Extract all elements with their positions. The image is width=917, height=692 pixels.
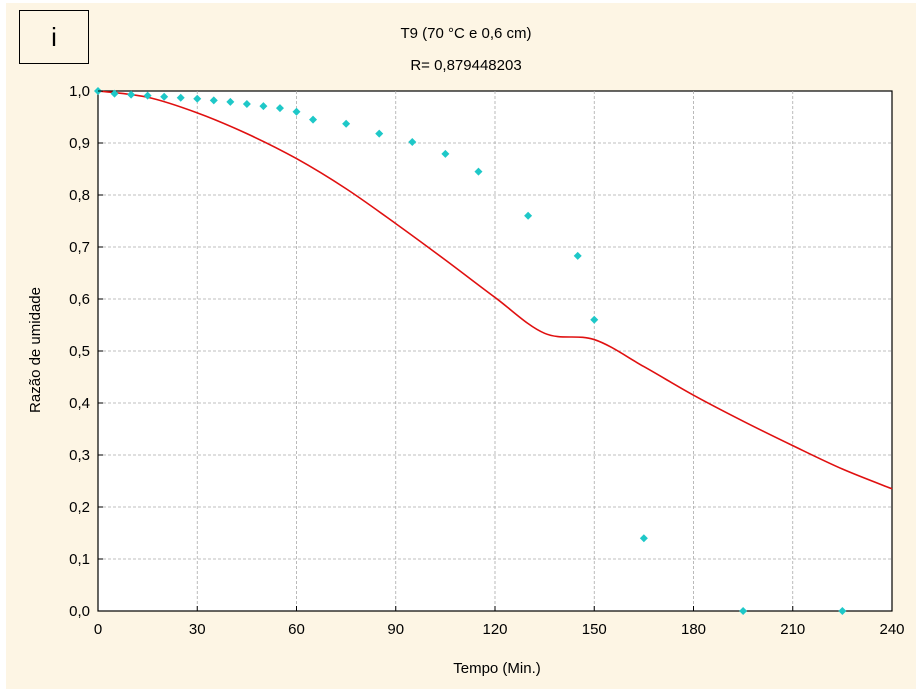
x-tick-label: 60 [288,621,305,638]
data-point [259,102,268,111]
data-point [143,91,152,100]
data-point [441,149,450,158]
y-tick-label: 0,7 [69,239,90,256]
panel-label: i [19,10,89,64]
y-tick-label: 0,8 [69,187,90,204]
y-tick-label: 0,5 [69,343,90,360]
data-point [242,100,251,108]
y-tick-label: 0,2 [69,499,90,516]
data-point [573,251,582,260]
chart-subtitle: R= 0,879448203 [410,57,521,74]
y-axis-title: Razão de umidade [27,287,44,413]
data-point [474,167,483,176]
data-point [292,107,301,116]
y-tick-label: 0,6 [69,291,90,308]
x-tick-label: 0 [94,621,102,638]
x-tick-label: 210 [780,621,805,638]
data-point [110,89,119,98]
y-tick-label: 0,9 [69,135,90,152]
data-point [838,607,847,615]
data-point [160,92,169,101]
data-point [375,129,384,138]
data-point [590,315,599,324]
x-tick-label: 30 [189,621,206,638]
data-point [127,90,136,99]
data-point [408,137,417,146]
data-point [275,104,284,113]
data-point [193,94,202,103]
x-tick-label: 240 [879,621,904,638]
x-tick-label: 90 [387,621,404,638]
data-point [639,534,648,543]
data-point [524,211,533,220]
y-tick-label: 0,0 [69,603,90,620]
x-tick-label: 120 [482,621,507,638]
data-point [226,97,235,106]
y-tick-label: 1,0 [69,83,90,100]
data-point [342,119,351,128]
x-tick-label: 180 [681,621,706,638]
model-curve [97,90,893,490]
x-axis-title: Tempo (Min.) [453,660,541,677]
y-tick-label: 0,1 [69,551,90,568]
data-point [209,96,218,105]
y-tick-label: 0,3 [69,447,90,464]
data-point [309,115,318,124]
data-point [176,93,185,102]
x-tick-label: 150 [582,621,607,638]
y-tick-label: 0,4 [69,395,90,412]
chart-title: T9 (70 °C e 0,6 cm) [400,25,531,42]
data-point [739,607,748,615]
